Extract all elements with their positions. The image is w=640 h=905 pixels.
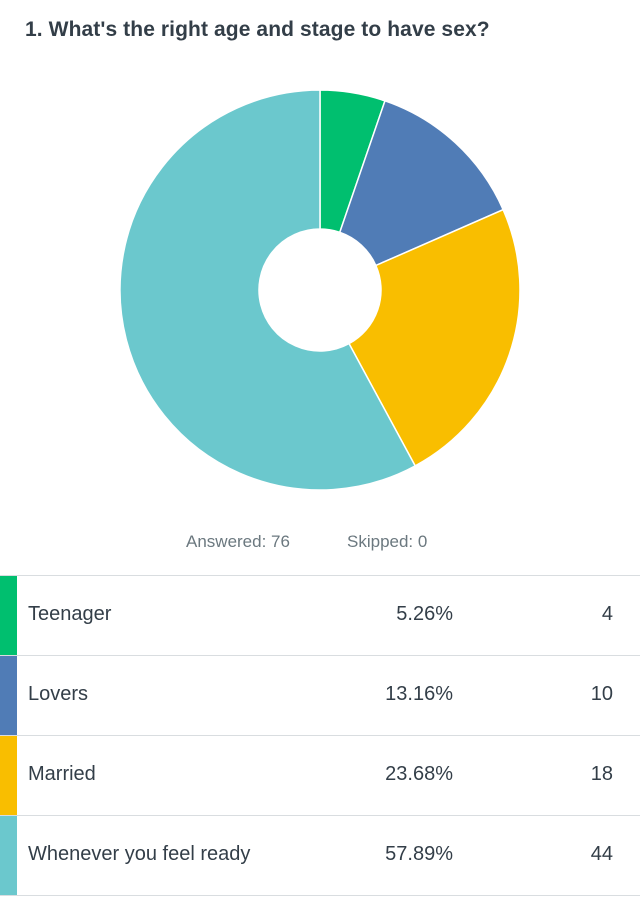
answer-percentage: 5.26% [396, 603, 453, 625]
answer-percentage: 57.89% [385, 843, 453, 865]
color-swatch [0, 736, 17, 815]
answer-label: Married [28, 763, 96, 785]
table-row: Teenager 5.26% 4 [0, 576, 640, 656]
answered-count: Answered: 76 [186, 532, 290, 551]
donut-chart [119, 89, 521, 491]
table-row: Married 23.68% 18 [0, 736, 640, 816]
pie-slice-married [348, 208, 521, 467]
pie-slice-whenever-you-feel-ready [119, 89, 417, 491]
answer-percentage: 13.16% [385, 683, 453, 705]
answer-count: 10 [590, 683, 613, 705]
pie-slice-lovers [338, 99, 505, 267]
answer-count: 18 [590, 763, 613, 785]
color-swatch [0, 816, 17, 895]
table-row: Lovers 13.16% 10 [0, 656, 640, 736]
question-title: 1. What's the right age and stage to hav… [25, 18, 490, 41]
results-table: Teenager 5.26% 4 Lovers 13.16% 10 Marrie… [0, 575, 640, 896]
answer-count: 4 [601, 603, 613, 625]
table-row: Whenever you feel ready 57.89% 44 [0, 816, 640, 896]
answer-label: Whenever you feel ready [28, 843, 251, 865]
color-swatch [0, 576, 17, 655]
answer-count: 44 [590, 843, 613, 865]
skipped-count: Skipped: 0 [347, 532, 428, 551]
answer-label: Teenager [28, 603, 112, 625]
color-swatch [0, 656, 17, 735]
answer-label: Lovers [28, 683, 89, 705]
answer-percentage: 23.68% [385, 763, 453, 785]
